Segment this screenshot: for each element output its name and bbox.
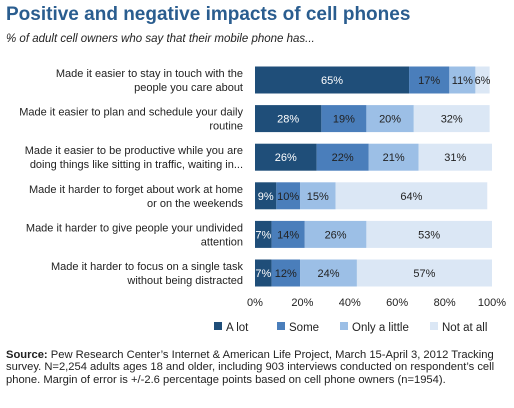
x-tick-label: 60% [386, 297, 408, 309]
category-label-line2: or on the weekends [147, 198, 244, 210]
data-label: 20% [379, 114, 401, 126]
bar-segment [271, 220, 305, 248]
chart-title: Positive and negative impacts of cell ph… [6, 4, 411, 25]
data-label: 17% [418, 75, 440, 87]
category-label-line1: Made it harder to give people your undiv… [26, 222, 243, 234]
source-note: Source: Pew Research Center’s Internet &… [6, 349, 510, 386]
bar-segment [409, 66, 450, 94]
data-label: 65% [321, 75, 343, 87]
bar-segment [271, 259, 301, 287]
category-label-line2: people you care about [134, 82, 243, 94]
bar-segment [300, 259, 357, 287]
source-text: Pew Research Center’s Internet & America… [6, 349, 495, 386]
bar-segment [255, 143, 317, 171]
bar-segment [449, 66, 476, 94]
bar-segment [366, 105, 414, 133]
data-label: 12% [275, 268, 297, 280]
category-label-line1: Made it easier to be productive while yo… [25, 145, 243, 157]
legend-label: A lot [226, 322, 249, 334]
bar-segment [255, 66, 410, 94]
category-label-line1: Made it harder to forget about work at h… [29, 184, 243, 196]
data-label: 6% [475, 75, 491, 87]
bar-segment [366, 220, 492, 248]
stacked-bar-chart: Made it easier to stay in touch with the… [19, 66, 506, 334]
data-label: 31% [444, 152, 466, 164]
legend-label: Not at all [442, 322, 487, 334]
bar-segment [255, 105, 322, 133]
source-label: Source: [6, 349, 48, 361]
data-label: 10% [277, 191, 299, 203]
bar-segment [356, 259, 492, 287]
bar-segment [475, 66, 490, 94]
category-label-line2: routine [209, 121, 243, 133]
category-label-line2: doing things like sitting in traffic, wa… [30, 159, 243, 171]
data-label: 26% [275, 152, 297, 164]
category-label-line1: Made it easier to stay in touch with the [56, 68, 243, 80]
legend-swatch [340, 322, 348, 330]
bar-segment [255, 182, 277, 210]
data-label: 21% [383, 152, 405, 164]
data-label: 15% [307, 191, 329, 203]
bar-segment [304, 220, 367, 248]
category-label-line1: Made it easier to plan and schedule your… [19, 107, 243, 119]
bar-segment [368, 143, 419, 171]
legend-label: Only a little [352, 322, 409, 334]
bar-segment [316, 143, 369, 171]
data-label: 9% [258, 191, 274, 203]
data-label: 57% [413, 268, 435, 280]
legend-swatch [277, 322, 285, 330]
data-label: 53% [418, 229, 440, 241]
legend-swatch [430, 322, 438, 330]
bar-segment [321, 105, 367, 133]
data-label: 11% [452, 75, 473, 87]
data-label: 22% [332, 152, 354, 164]
category-label-line2: without being distracted [126, 275, 243, 287]
data-label: 64% [400, 191, 422, 203]
data-label: 19% [333, 114, 355, 126]
data-label: 14% [277, 229, 299, 241]
bar-segment [276, 182, 301, 210]
data-label: 28% [277, 114, 299, 126]
data-label: 7% [255, 229, 271, 241]
legend-swatch [214, 322, 222, 330]
data-label: 24% [317, 268, 339, 280]
bar-segment [413, 105, 490, 133]
bar-segment [418, 143, 492, 171]
x-tick-label: 0% [247, 297, 263, 309]
bar-segment [255, 220, 272, 248]
category-label-line1: Made it harder to focus on a single task [51, 261, 243, 273]
x-tick-label: 20% [291, 297, 313, 309]
bar-segment [300, 182, 336, 210]
legend-label: Some [289, 322, 319, 334]
data-label: 7% [255, 268, 271, 280]
data-label: 32% [441, 114, 463, 126]
bar-segment [335, 182, 488, 210]
x-tick-label: 100% [478, 297, 506, 309]
bar-segment [255, 259, 272, 287]
x-tick-label: 40% [339, 297, 361, 309]
x-tick-label: 80% [434, 297, 456, 309]
category-label-line2: attention [201, 236, 243, 248]
chart-subtitle: % of adult cell owners who say that thei… [6, 33, 315, 45]
data-label: 26% [325, 229, 347, 241]
